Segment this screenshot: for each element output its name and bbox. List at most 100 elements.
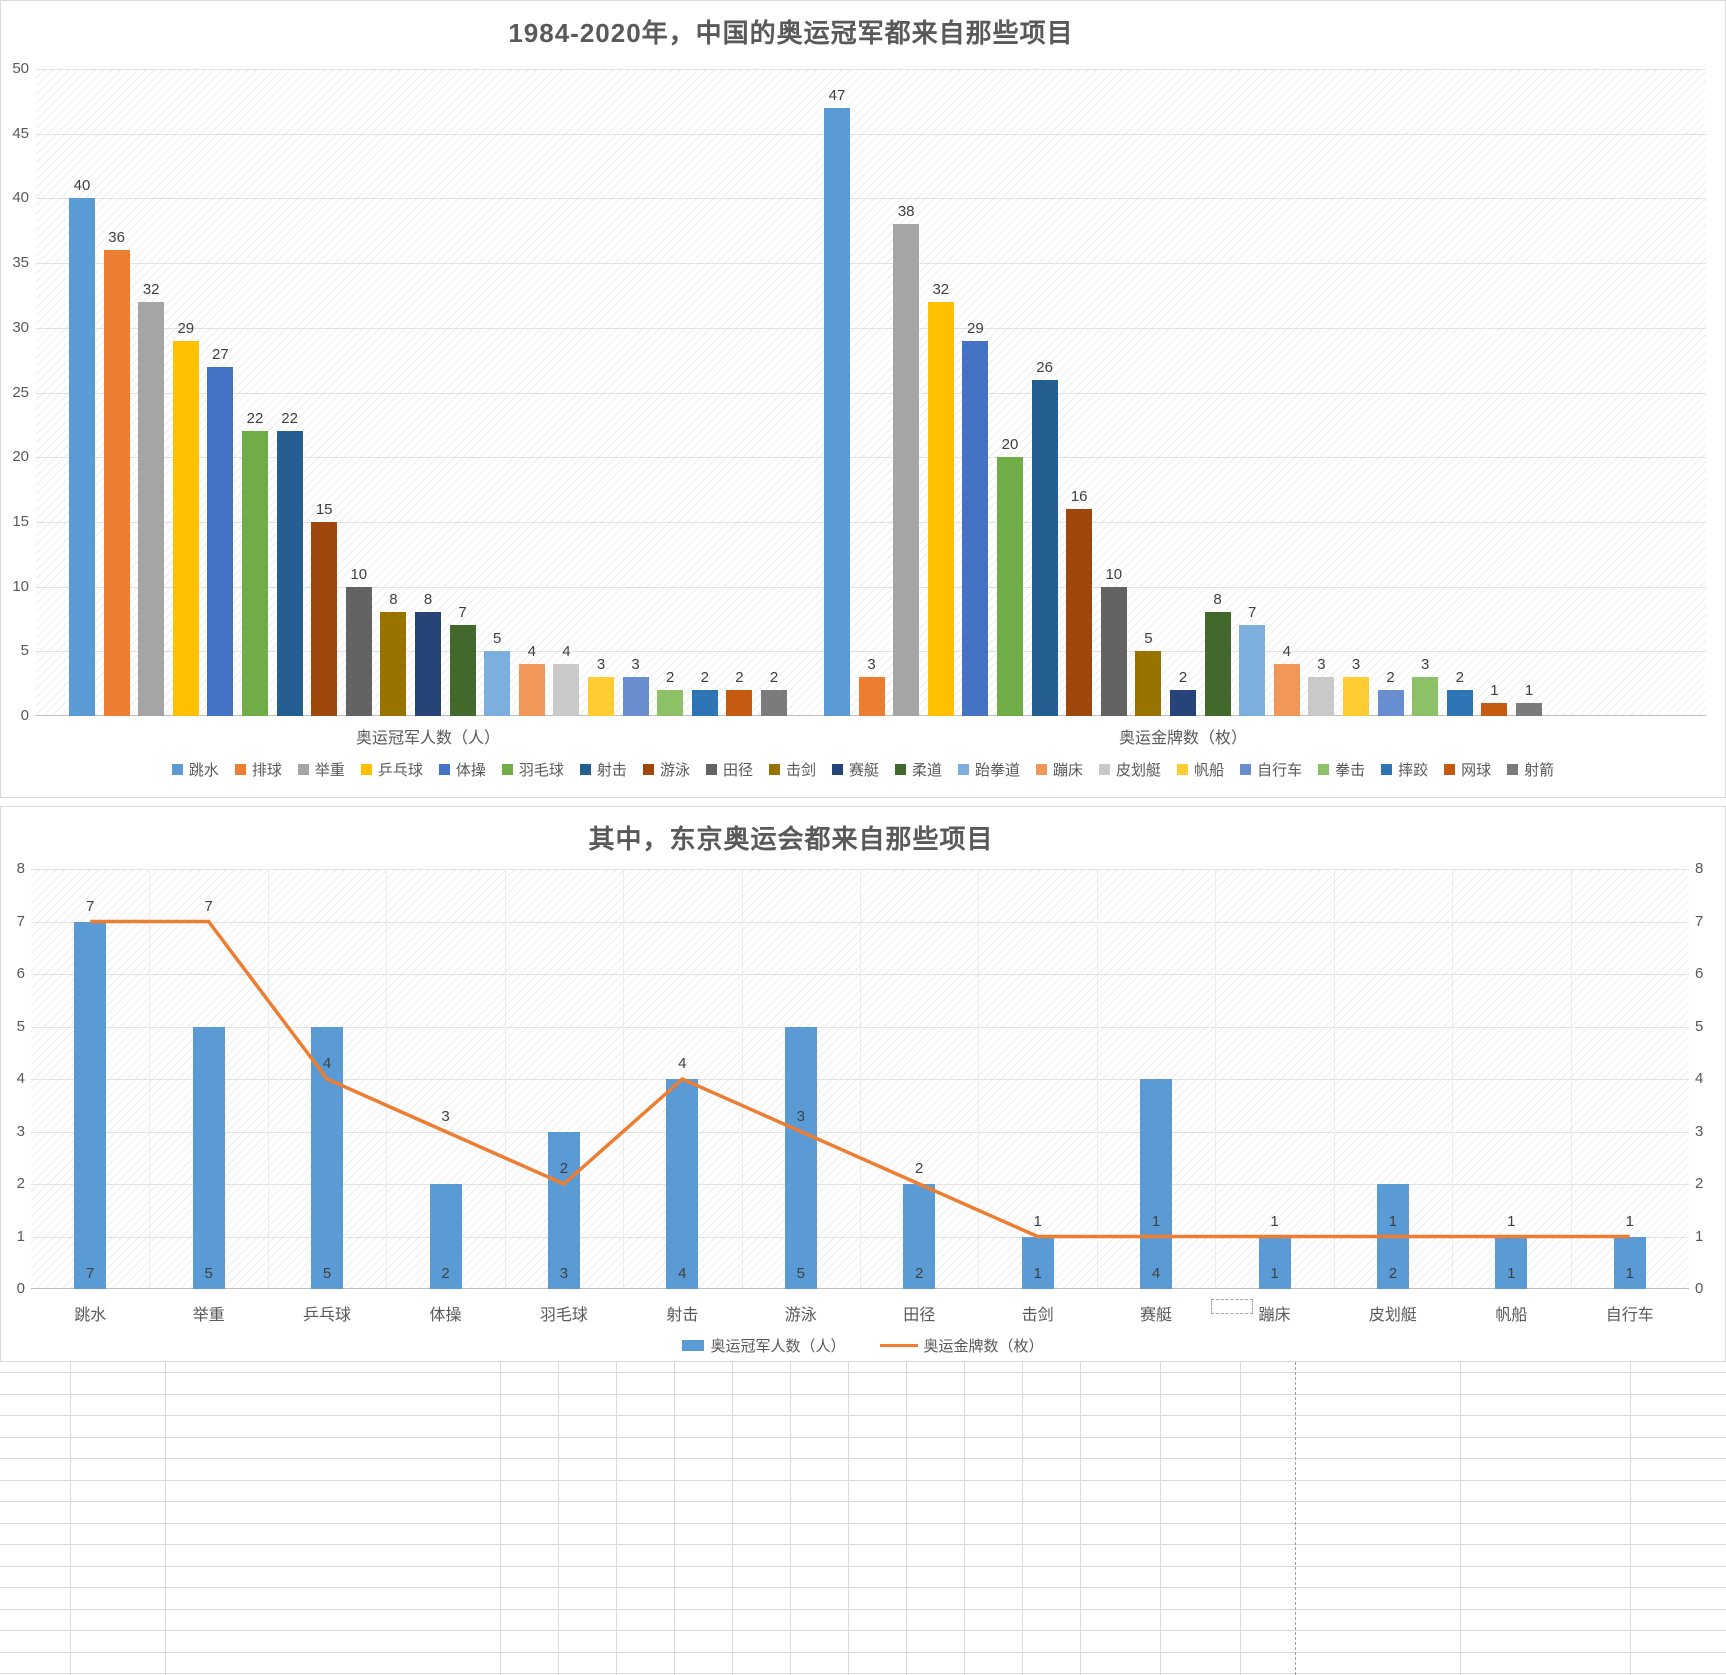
legend-item-golds[interactable]: 奥运金牌数（枚）	[879, 1335, 1044, 1356]
chart1-bar-帆船[interactable]	[588, 677, 614, 716]
chart1-bar-自行车[interactable]	[622, 677, 649, 716]
chart2-line-value-label: 1	[1507, 1212, 1516, 1230]
chart1-bar-田径[interactable]	[1100, 586, 1127, 716]
chart1-bar-帆船[interactable]	[1343, 677, 1369, 716]
chart-olympic-champions-1984-2020[interactable]: 1984-2020年，中国的奥运冠军都来自那些项目 40 47 36 3 32 38 29 3…	[0, 0, 1726, 798]
chart2-bar-帆船[interactable]	[1495, 1236, 1528, 1289]
legend-item-摔跤[interactable]: 摔跤	[1381, 759, 1428, 780]
sheet-gridline-vertical	[848, 1362, 849, 1675]
chart2-right-ytick-label: 5	[1695, 1017, 1704, 1035]
legend-item-击剑[interactable]: 击剑	[768, 759, 816, 780]
chart1-ytick-label: 10	[12, 577, 29, 595]
chart1-bar-皮划艇[interactable]	[553, 664, 580, 716]
chart2-bar-游泳[interactable]	[784, 1026, 817, 1289]
chart1-bar-柔道[interactable]	[1204, 612, 1231, 716]
legend-item-羽毛球[interactable]: 羽毛球	[501, 759, 564, 780]
legend-item-乒乓球[interactable]: 乒乓球	[360, 759, 423, 780]
legend-item-赛艇[interactable]: 赛艇	[831, 759, 879, 780]
chart1-bar-蹦床[interactable]	[518, 664, 545, 716]
chart1-bar-击剑[interactable]	[1135, 651, 1162, 716]
chart1-bar-体操[interactable]	[962, 340, 989, 716]
chart2-bar-射击[interactable]	[666, 1079, 699, 1289]
chart1-bar-击剑[interactable]	[380, 612, 407, 716]
chart1-ytick-label: 30	[12, 318, 29, 336]
chart1-bar-举重[interactable]	[138, 301, 165, 716]
legend-item-蹦床[interactable]: 蹦床	[1036, 759, 1083, 780]
chart1-bar-value-label: 32	[142, 280, 160, 298]
chart1-bar-蹦床[interactable]	[1273, 664, 1300, 716]
chart2-bar-蹦床[interactable]	[1258, 1236, 1291, 1289]
chart1-bar-网球[interactable]	[1481, 703, 1508, 716]
chart1-bar-跳水[interactable]	[69, 198, 95, 716]
chart1-bar-拳击[interactable]	[1412, 677, 1439, 716]
chart2-plot-area[interactable]: 7 5 5 2 3 4 5 2 1 4 1 2 1 1 7 7 4 3 2 4 3 2 1 1 1 1 1 1	[31, 869, 1689, 1289]
chart1-bar-乒乓球[interactable]	[172, 340, 199, 716]
chart1-bar-射箭[interactable]	[1516, 703, 1542, 716]
chart1-bar-射击[interactable]	[1031, 379, 1058, 716]
chart2-bar-赛艇[interactable]	[1140, 1079, 1173, 1289]
gold-medal-line-series[interactable]	[90, 919, 1630, 1239]
legend-item-皮划艇[interactable]: 皮划艇	[1099, 759, 1161, 780]
chart2-bar-羽毛球[interactable]	[547, 1131, 580, 1289]
legend-item-champions[interactable]: 奥运冠军人数（人）	[682, 1335, 846, 1356]
chart1-bar-排球[interactable]	[103, 250, 130, 716]
chart1-bar-自行车[interactable]	[1377, 690, 1404, 716]
chart1-bar-乒乓球[interactable]	[927, 301, 954, 716]
legend-item-网球[interactable]: 网球	[1444, 759, 1491, 780]
chart2-bar-乒乓球[interactable]	[311, 1026, 344, 1289]
sheet-gridline-horizontal	[0, 1372, 1726, 1373]
legend-item-自行车[interactable]: 自行车	[1240, 759, 1302, 780]
chart1-bar-皮划艇[interactable]	[1308, 677, 1335, 716]
chart1-bar-跆拳道[interactable]	[484, 651, 511, 716]
legend-item-排球[interactable]: 排球	[234, 759, 282, 780]
chart2-bar-举重[interactable]	[192, 1026, 225, 1289]
sheet-grid[interactable]	[0, 1362, 1726, 1675]
chart2-bar-体操[interactable]	[429, 1184, 462, 1289]
empty-shape-artifact[interactable]	[1210, 1299, 1253, 1314]
legend-item-射箭[interactable]: 射箭	[1507, 759, 1554, 780]
chart2-category-label-击剑: 击剑	[1021, 1307, 1054, 1324]
legend-item-帆船[interactable]: 帆船	[1177, 759, 1224, 780]
legend-item-体操[interactable]: 体操	[438, 759, 486, 780]
legend-item-跆拳道[interactable]: 跆拳道	[958, 759, 1020, 780]
chart2-bar-自行车[interactable]	[1613, 1236, 1646, 1289]
chart1-bar-举重[interactable]	[893, 224, 920, 716]
chart1-bar-跳水[interactable]	[824, 107, 850, 716]
legend-item-柔道[interactable]: 柔道	[895, 759, 942, 780]
chart1-bar-摔跤[interactable]	[1446, 690, 1473, 716]
legend-label: 排球	[251, 762, 282, 779]
sheet-gridline-vertical	[1630, 1362, 1631, 1675]
chart-tokyo-olympics[interactable]: 其中，东京奥运会都来自那些项目 7 5 5 2 3 4 5 2 1 4 1 2 1 1 7 7 4 3 2 4 3 2 1 1…	[0, 806, 1726, 1362]
chart1-bar-游泳[interactable]	[311, 521, 338, 716]
chart1-bar-摔跤[interactable]	[691, 690, 718, 716]
chart2-bar-田径[interactable]	[903, 1184, 936, 1289]
chart1-bar-赛艇[interactable]	[415, 612, 441, 716]
chart1-bar-网球[interactable]	[726, 690, 753, 716]
chart1-bar-赛艇[interactable]	[1170, 690, 1196, 716]
chart1-bar-拳击[interactable]	[657, 690, 684, 716]
chart1-bar-田径[interactable]	[345, 586, 372, 716]
chart1-plot-area[interactable]: 40 47 36 3 32 38 29 32 27 29 22 20 22 26 15 16 10 10 8 5 8 2 7…	[36, 69, 1706, 716]
legend-item-游泳[interactable]: 游泳	[642, 759, 690, 780]
chart2-bar-击剑[interactable]	[1021, 1236, 1054, 1289]
chart1-bar-射箭[interactable]	[761, 690, 787, 716]
chart1-title[interactable]: 1984-2020年，中国的奥运冠军都来自那些项目	[508, 18, 1074, 48]
chart1-bar-游泳[interactable]	[1066, 508, 1093, 716]
chart2-bar-跳水[interactable]	[74, 921, 107, 1289]
legend-item-田径[interactable]: 田径	[705, 759, 753, 780]
legend-item-举重[interactable]: 举重	[297, 759, 345, 780]
chart2-title[interactable]: 其中，东京奥运会都来自那些项目	[588, 824, 994, 854]
legend-item-射击[interactable]: 射击	[579, 759, 627, 780]
chart1-bar-柔道[interactable]	[449, 625, 476, 716]
chart1-bar-排球[interactable]	[858, 677, 885, 716]
legend-item-拳击[interactable]: 拳击	[1318, 759, 1365, 780]
legend-swatch-icon	[1318, 764, 1330, 775]
legend-item-跳水[interactable]: 跳水	[171, 759, 219, 780]
chart1-bar-跆拳道[interactable]	[1239, 625, 1266, 716]
legend-swatch-icon	[768, 764, 780, 775]
chart1-bar-羽毛球[interactable]	[242, 431, 268, 716]
chart1-bar-羽毛球[interactable]	[997, 457, 1023, 716]
chart2-left-ytick-label: 7	[16, 912, 25, 930]
chart1-bar-射击[interactable]	[276, 431, 303, 716]
chart1-bar-体操[interactable]	[207, 366, 234, 716]
